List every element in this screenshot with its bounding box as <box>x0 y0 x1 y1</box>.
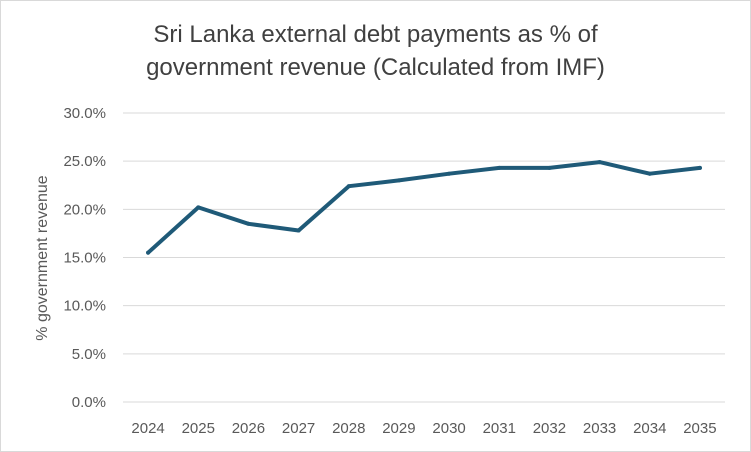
gridlines <box>123 112 725 403</box>
data-point <box>196 205 201 210</box>
y-tick-label: 20.0% <box>63 201 106 218</box>
series-line-0 <box>146 160 702 255</box>
x-tick-label: 2030 <box>432 420 465 437</box>
x-tick-label: 2027 <box>282 420 315 437</box>
data-point <box>497 165 502 170</box>
data-point <box>146 250 151 255</box>
y-tick-label: 5.0% <box>72 346 106 363</box>
x-tick-label: 2028 <box>332 420 365 437</box>
y-tick-label: 15.0% <box>63 250 106 267</box>
y-tick-label: 25.0% <box>63 153 106 170</box>
data-point <box>396 178 401 183</box>
data-point <box>597 160 602 165</box>
x-axis-tick-labels: 2024 2025 2026 2027 2028 2029 2030 2031 2032 2033… <box>131 420 716 437</box>
y-tick-label: 0.0% <box>72 394 106 411</box>
x-tick-label: 2035 <box>683 420 716 437</box>
x-tick-label: 2032 <box>533 420 566 437</box>
data-point <box>647 171 652 176</box>
series-layer <box>146 160 702 255</box>
data-point <box>697 165 702 170</box>
data-point <box>246 221 251 226</box>
x-tick-label: 2025 <box>182 420 215 437</box>
y-tick-label: 30.0% <box>63 105 106 122</box>
x-tick-label: 2029 <box>382 420 415 437</box>
data-point <box>447 171 452 176</box>
chart-title-line-2: government revenue (Calculated from IMF) <box>146 54 605 81</box>
x-tick-label: 2033 <box>583 420 616 437</box>
x-tick-label: 2026 <box>232 420 265 437</box>
data-point <box>296 228 301 233</box>
x-tick-label: 2034 <box>633 420 666 437</box>
y-axis-label: % government revenue <box>34 175 51 341</box>
chart-title: Sri Lanka external debt payments as % of… <box>0 18 751 84</box>
y-tick-label: 10.0% <box>63 298 106 315</box>
data-point <box>346 184 351 189</box>
y-axis-tick-labels: 0.0% 5.0% 10.0% 15.0% 20.0% 25.0% 30.0% <box>63 105 106 411</box>
x-tick-label: 2031 <box>483 420 516 437</box>
chart-title-line-1: Sri Lanka external debt payments as % of <box>153 21 598 48</box>
data-point <box>547 165 552 170</box>
x-tick-label: 2024 <box>131 420 164 437</box>
